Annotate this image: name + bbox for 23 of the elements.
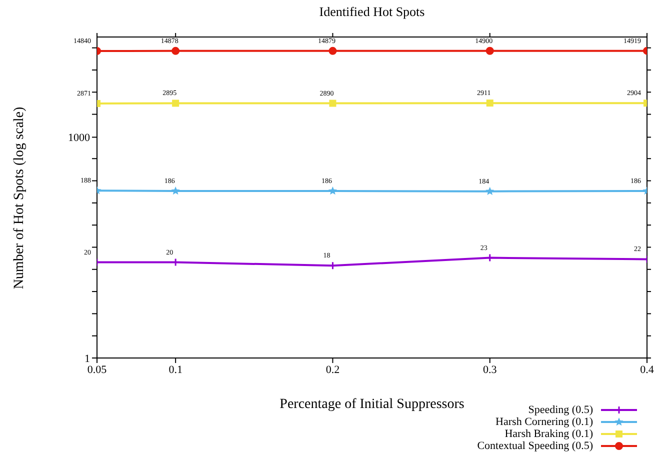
y-axis-title: Number of Hot Spots (log scale)	[12, 106, 28, 290]
x-tick-label: 0.4	[640, 364, 654, 376]
point	[329, 100, 336, 107]
point	[172, 100, 180, 107]
legend-label: Harsh Braking (0.1)	[504, 428, 593, 440]
x-tick-label: 0.3	[482, 364, 498, 376]
point	[486, 186, 494, 195]
chart-title: Identified Hot Spots	[318, 4, 426, 20]
x-tick-label: 0.2	[326, 364, 340, 376]
x-tick-label: 0.1	[168, 364, 182, 376]
point	[328, 46, 337, 55]
y-tick-label: 1	[84, 352, 90, 365]
x-axis-title: Percentage of Initial Suppressors	[280, 397, 464, 412]
legend-label: Contextual Speeding (0.5)	[477, 440, 593, 452]
legend-label: Speeding (0.5)	[528, 404, 593, 416]
x-tick-label: 0.05	[87, 364, 108, 376]
point	[172, 46, 180, 55]
point	[328, 186, 337, 195]
legend-label: Harsh Cornering (0.1)	[496, 416, 593, 428]
point	[486, 46, 494, 55]
point	[486, 100, 494, 107]
y-tick-label: 1000	[68, 132, 90, 144]
point	[171, 186, 180, 195]
